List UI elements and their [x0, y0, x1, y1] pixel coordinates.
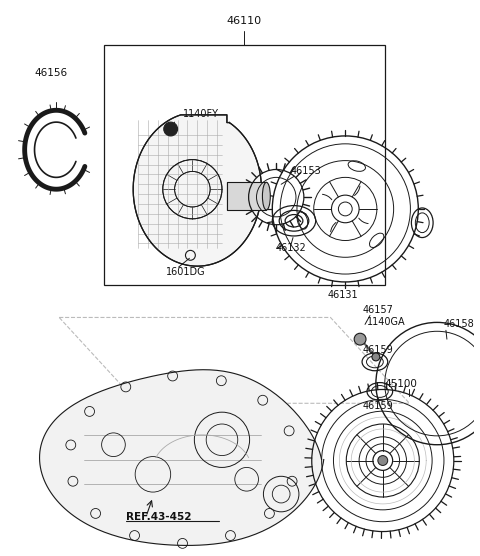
- Text: 1140FY: 1140FY: [182, 109, 218, 119]
- Text: REF.43-452: REF.43-452: [126, 512, 192, 522]
- Polygon shape: [39, 370, 324, 545]
- Polygon shape: [133, 115, 262, 266]
- Text: 1140GA: 1140GA: [367, 317, 406, 327]
- Circle shape: [354, 333, 366, 345]
- Text: 1601DG: 1601DG: [166, 267, 205, 277]
- Text: 46156: 46156: [35, 68, 68, 78]
- Text: 46131: 46131: [328, 290, 359, 300]
- Text: 46153: 46153: [290, 166, 321, 176]
- Text: 46110: 46110: [227, 17, 262, 27]
- Text: 45100: 45100: [385, 379, 418, 389]
- Circle shape: [372, 353, 380, 361]
- Text: 46158: 46158: [444, 319, 475, 329]
- Bar: [104, 45, 385, 285]
- Text: 46159: 46159: [363, 401, 394, 411]
- Bar: [227, 182, 266, 210]
- Ellipse shape: [263, 182, 270, 210]
- Text: 46132: 46132: [276, 244, 306, 254]
- Text: 46157: 46157: [363, 305, 394, 315]
- Circle shape: [164, 122, 178, 136]
- Text: 46159: 46159: [363, 345, 394, 355]
- Circle shape: [378, 455, 388, 465]
